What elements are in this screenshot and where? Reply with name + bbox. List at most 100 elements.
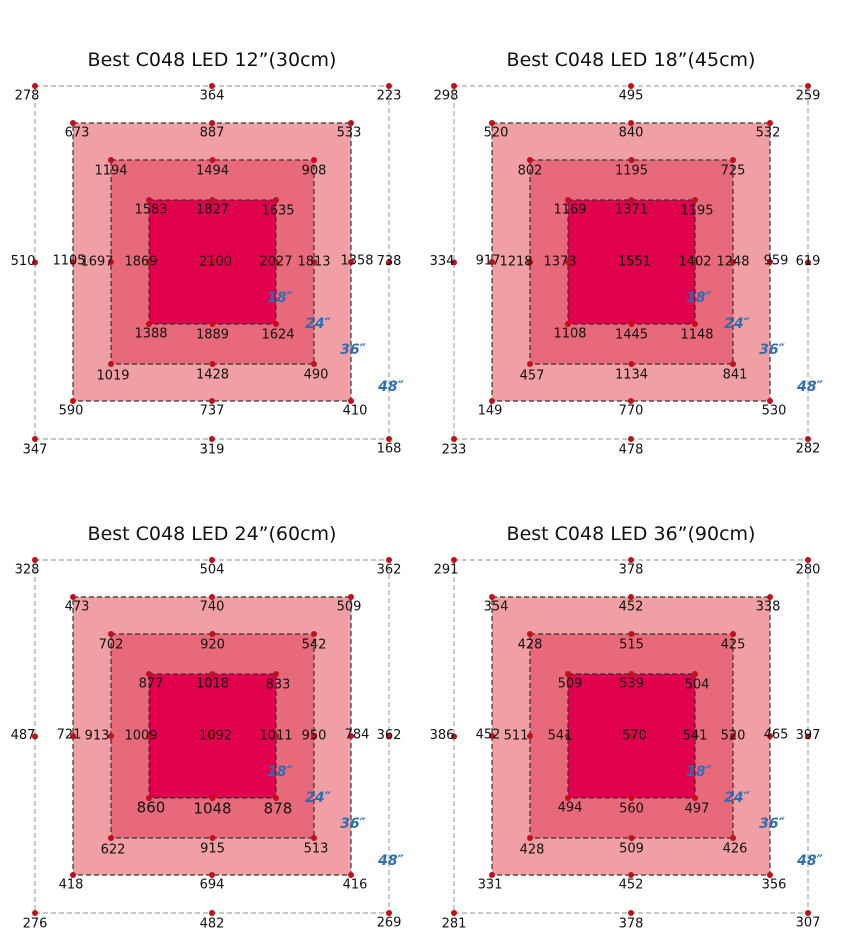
par-value: 887 (200, 126, 225, 141)
measure-point (628, 197, 635, 203)
par-value: 1402 (678, 255, 711, 270)
measure-point (565, 321, 571, 327)
par-value: 1108 (553, 327, 586, 342)
measure-point (692, 197, 698, 203)
par-value: 1494 (196, 164, 229, 179)
measure-point (70, 594, 76, 600)
measure-point (209, 83, 215, 89)
par-value: 694 (200, 878, 225, 893)
par-value: 397 (796, 728, 821, 743)
measure-point (146, 321, 152, 327)
measure-point (311, 361, 317, 367)
measure-point (108, 259, 114, 265)
par-value: 513 (304, 842, 329, 857)
measure-point (209, 120, 215, 126)
measure-point (348, 398, 354, 404)
measure-point (692, 795, 698, 801)
par-value: 490 (304, 368, 329, 383)
measure-point (209, 795, 216, 801)
measure-point (32, 436, 38, 442)
measure-point (70, 733, 76, 739)
measure-point (451, 733, 457, 740)
par-value: 619 (796, 254, 821, 269)
par-value: 1583 (134, 203, 167, 218)
measure-point (527, 361, 533, 367)
measure-point (209, 594, 215, 600)
par-value: 149 (478, 404, 503, 419)
panel-title: Best C048 LED 12”(30cm) (88, 49, 337, 71)
measure-point (730, 259, 736, 265)
measure-point (348, 259, 354, 265)
measure-point (209, 671, 216, 677)
par-value: 1195 (680, 204, 713, 219)
measure-point (628, 733, 635, 739)
measure-point (805, 910, 811, 916)
zone-label: 48″ (796, 853, 823, 869)
zone-label: 36″ (340, 342, 366, 358)
measure-point (273, 733, 279, 739)
par-value: 278 (15, 89, 40, 104)
measure-point (628, 259, 635, 265)
measure-point (209, 910, 215, 916)
measure-point (70, 398, 76, 404)
par-value: 1048 (193, 800, 231, 818)
par-value: 721 (57, 728, 82, 743)
par-value: 520 (484, 126, 509, 141)
measure-point (311, 733, 317, 739)
measure-point (628, 835, 635, 841)
par-value: 908 (302, 164, 327, 179)
panel-1: Best C048 LED 12”(30cm) 278 364 223 738 168 31… (11, 49, 405, 458)
measure-point (32, 259, 38, 266)
par-value: 223 (377, 89, 402, 104)
par-value: 920 (200, 638, 225, 653)
par-value: 1813 (297, 255, 330, 270)
panel-title: Best C048 LED 36”(90cm) (507, 523, 756, 545)
measure-point (209, 733, 216, 739)
par-value: 738 (377, 254, 402, 269)
par-value: 298 (434, 89, 459, 104)
measure-point (628, 671, 635, 677)
par-value: 510 (11, 254, 36, 269)
par-value: 457 (520, 369, 545, 384)
par-value: 515 (619, 638, 644, 653)
par-value: 539 (619, 677, 644, 692)
measure-point (628, 361, 635, 367)
par-value: 702 (99, 638, 124, 653)
measure-point (209, 631, 216, 637)
measure-point (386, 910, 392, 916)
par-value: 1194 (94, 164, 127, 179)
zone-label: 48″ (377, 379, 404, 395)
measure-point (805, 733, 811, 740)
par-value: 347 (23, 443, 48, 458)
par-value: 1428 (196, 368, 229, 383)
par-value: 541 (683, 729, 708, 744)
par-value: 1388 (134, 327, 167, 342)
par-value: 1018 (196, 677, 229, 692)
measure-point (146, 733, 152, 739)
measure-point (565, 733, 571, 739)
par-value: 328 (15, 563, 40, 578)
par-value: 452 (619, 878, 644, 893)
measure-point (489, 120, 495, 126)
par-value: 416 (343, 878, 368, 893)
measure-point (628, 321, 635, 327)
par-value: 428 (518, 638, 543, 653)
zone-label: 24″ (724, 790, 750, 806)
measure-point (273, 259, 279, 265)
measure-point (209, 436, 215, 442)
zone-label: 36″ (759, 342, 785, 358)
zone-label: 36″ (759, 816, 785, 832)
panel-2: Best C048 LED 18”(45cm) 298 495 259 619 282 47… (430, 49, 824, 458)
par-value: 878 (264, 800, 293, 818)
par-value: 338 (756, 600, 781, 615)
par-value: 1889 (196, 328, 229, 343)
par-value: 1869 (124, 255, 157, 270)
measure-point (628, 910, 634, 916)
measure-point (565, 671, 571, 677)
measure-point (386, 83, 392, 89)
par-value: 378 (619, 563, 644, 578)
measure-point (730, 157, 736, 163)
par-value: 950 (302, 729, 327, 744)
par-value: 841 (723, 368, 748, 383)
